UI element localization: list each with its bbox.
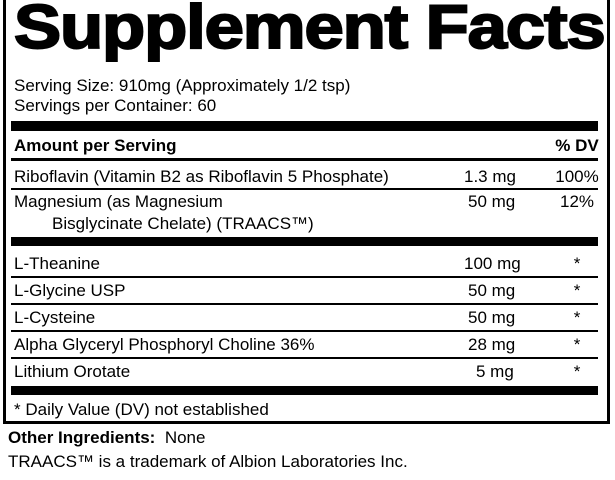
ingredient-amount: 50 mg (468, 308, 516, 327)
other-ingredients: Other Ingredients: None (8, 428, 205, 448)
footnote: * Daily Value (DV) not established (14, 400, 269, 419)
ingredient-name: L-Cysteine (14, 308, 96, 327)
nutrient-dv: 100% (555, 167, 599, 186)
ingredient-name: Lithium Orotate (14, 362, 131, 381)
ingredient-amount: 28 mg (468, 335, 516, 354)
trademark-note: TRAACS™ is a trademark of Albion Laborat… (8, 452, 408, 471)
divider-thick (11, 237, 598, 246)
divider (11, 303, 598, 305)
divider-thick (11, 121, 598, 131)
nutrient-amount: 50 mg (468, 192, 516, 211)
ingredient-name: Alpha Glyceryl Phosphoryl Choline 36% (14, 335, 315, 354)
divider (11, 158, 598, 161)
nutrient-name: Magnesium (as Magnesium (14, 192, 223, 211)
serving-size: Serving Size: 910mg (Approximately 1/2 t… (14, 76, 351, 95)
ingredient-amount: 50 mg (468, 281, 516, 300)
other-ingredients-value: None (164, 428, 206, 447)
header-dv: % DV (555, 136, 599, 155)
ingredient-dv: * (573, 308, 581, 327)
servings-per-container: Servings per Container: 60 (14, 96, 217, 115)
nutrient-name-line2: Bisglycinate Chelate) (TRAACS™) (52, 214, 314, 233)
nutrient-dv: 12% (559, 192, 595, 211)
panel-title: Supplement Facts (13, 0, 607, 63)
nutrient-name: Riboflavin (Vitamin B2 as Riboflavin 5 P… (14, 167, 389, 186)
supplement-facts-panel (3, 0, 610, 424)
ingredient-amount: 100 mg (464, 254, 521, 273)
divider (11, 188, 598, 190)
header-amount: Amount per Serving (14, 136, 177, 155)
ingredient-dv: * (573, 335, 581, 354)
ingredient-dv: * (573, 254, 581, 273)
divider (11, 357, 598, 359)
ingredient-amount: 5 mg (476, 362, 514, 381)
divider (11, 276, 598, 278)
divider-thick (11, 386, 598, 395)
divider (11, 330, 598, 332)
nutrient-amount: 1.3 mg (464, 167, 516, 186)
other-ingredients-label: Other Ingredients: (8, 428, 156, 447)
ingredient-name: L-Theanine (14, 254, 101, 273)
ingredient-dv: * (573, 281, 581, 300)
ingredient-name: L-Glycine USP (14, 281, 126, 300)
ingredient-dv: * (573, 362, 581, 381)
